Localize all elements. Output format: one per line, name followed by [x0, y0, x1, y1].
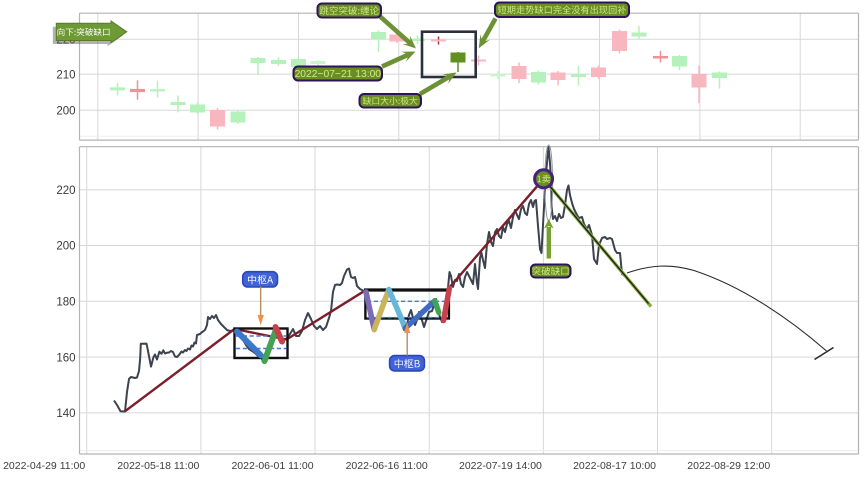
svg-text:2022-04-29 11:00: 2022-04-29 11:00	[3, 460, 85, 472]
svg-text:2022-06-16 11:00: 2022-06-16 11:00	[346, 460, 428, 472]
svg-text:220: 220	[56, 185, 75, 197]
svg-text:200: 200	[56, 241, 75, 253]
svg-text:160: 160	[56, 352, 75, 364]
svg-text:200: 200	[56, 105, 75, 117]
svg-text:2022−07−21 13:00: 2022−07−21 13:00	[295, 69, 382, 80]
svg-text:210: 210	[56, 69, 75, 81]
svg-text:2022-08-29 12:00: 2022-08-29 12:00	[687, 460, 770, 472]
svg-text:180: 180	[56, 297, 75, 309]
svg-text:140: 140	[56, 408, 75, 420]
svg-text:2022-05-18 11:00: 2022-05-18 11:00	[117, 460, 199, 472]
svg-text:2022-07-19 14:00: 2022-07-19 14:00	[459, 460, 542, 472]
svg-text:2022-06-01 11:00: 2022-06-01 11:00	[231, 460, 313, 472]
svg-text:2022-08-17 10:00: 2022-08-17 10:00	[573, 460, 656, 472]
